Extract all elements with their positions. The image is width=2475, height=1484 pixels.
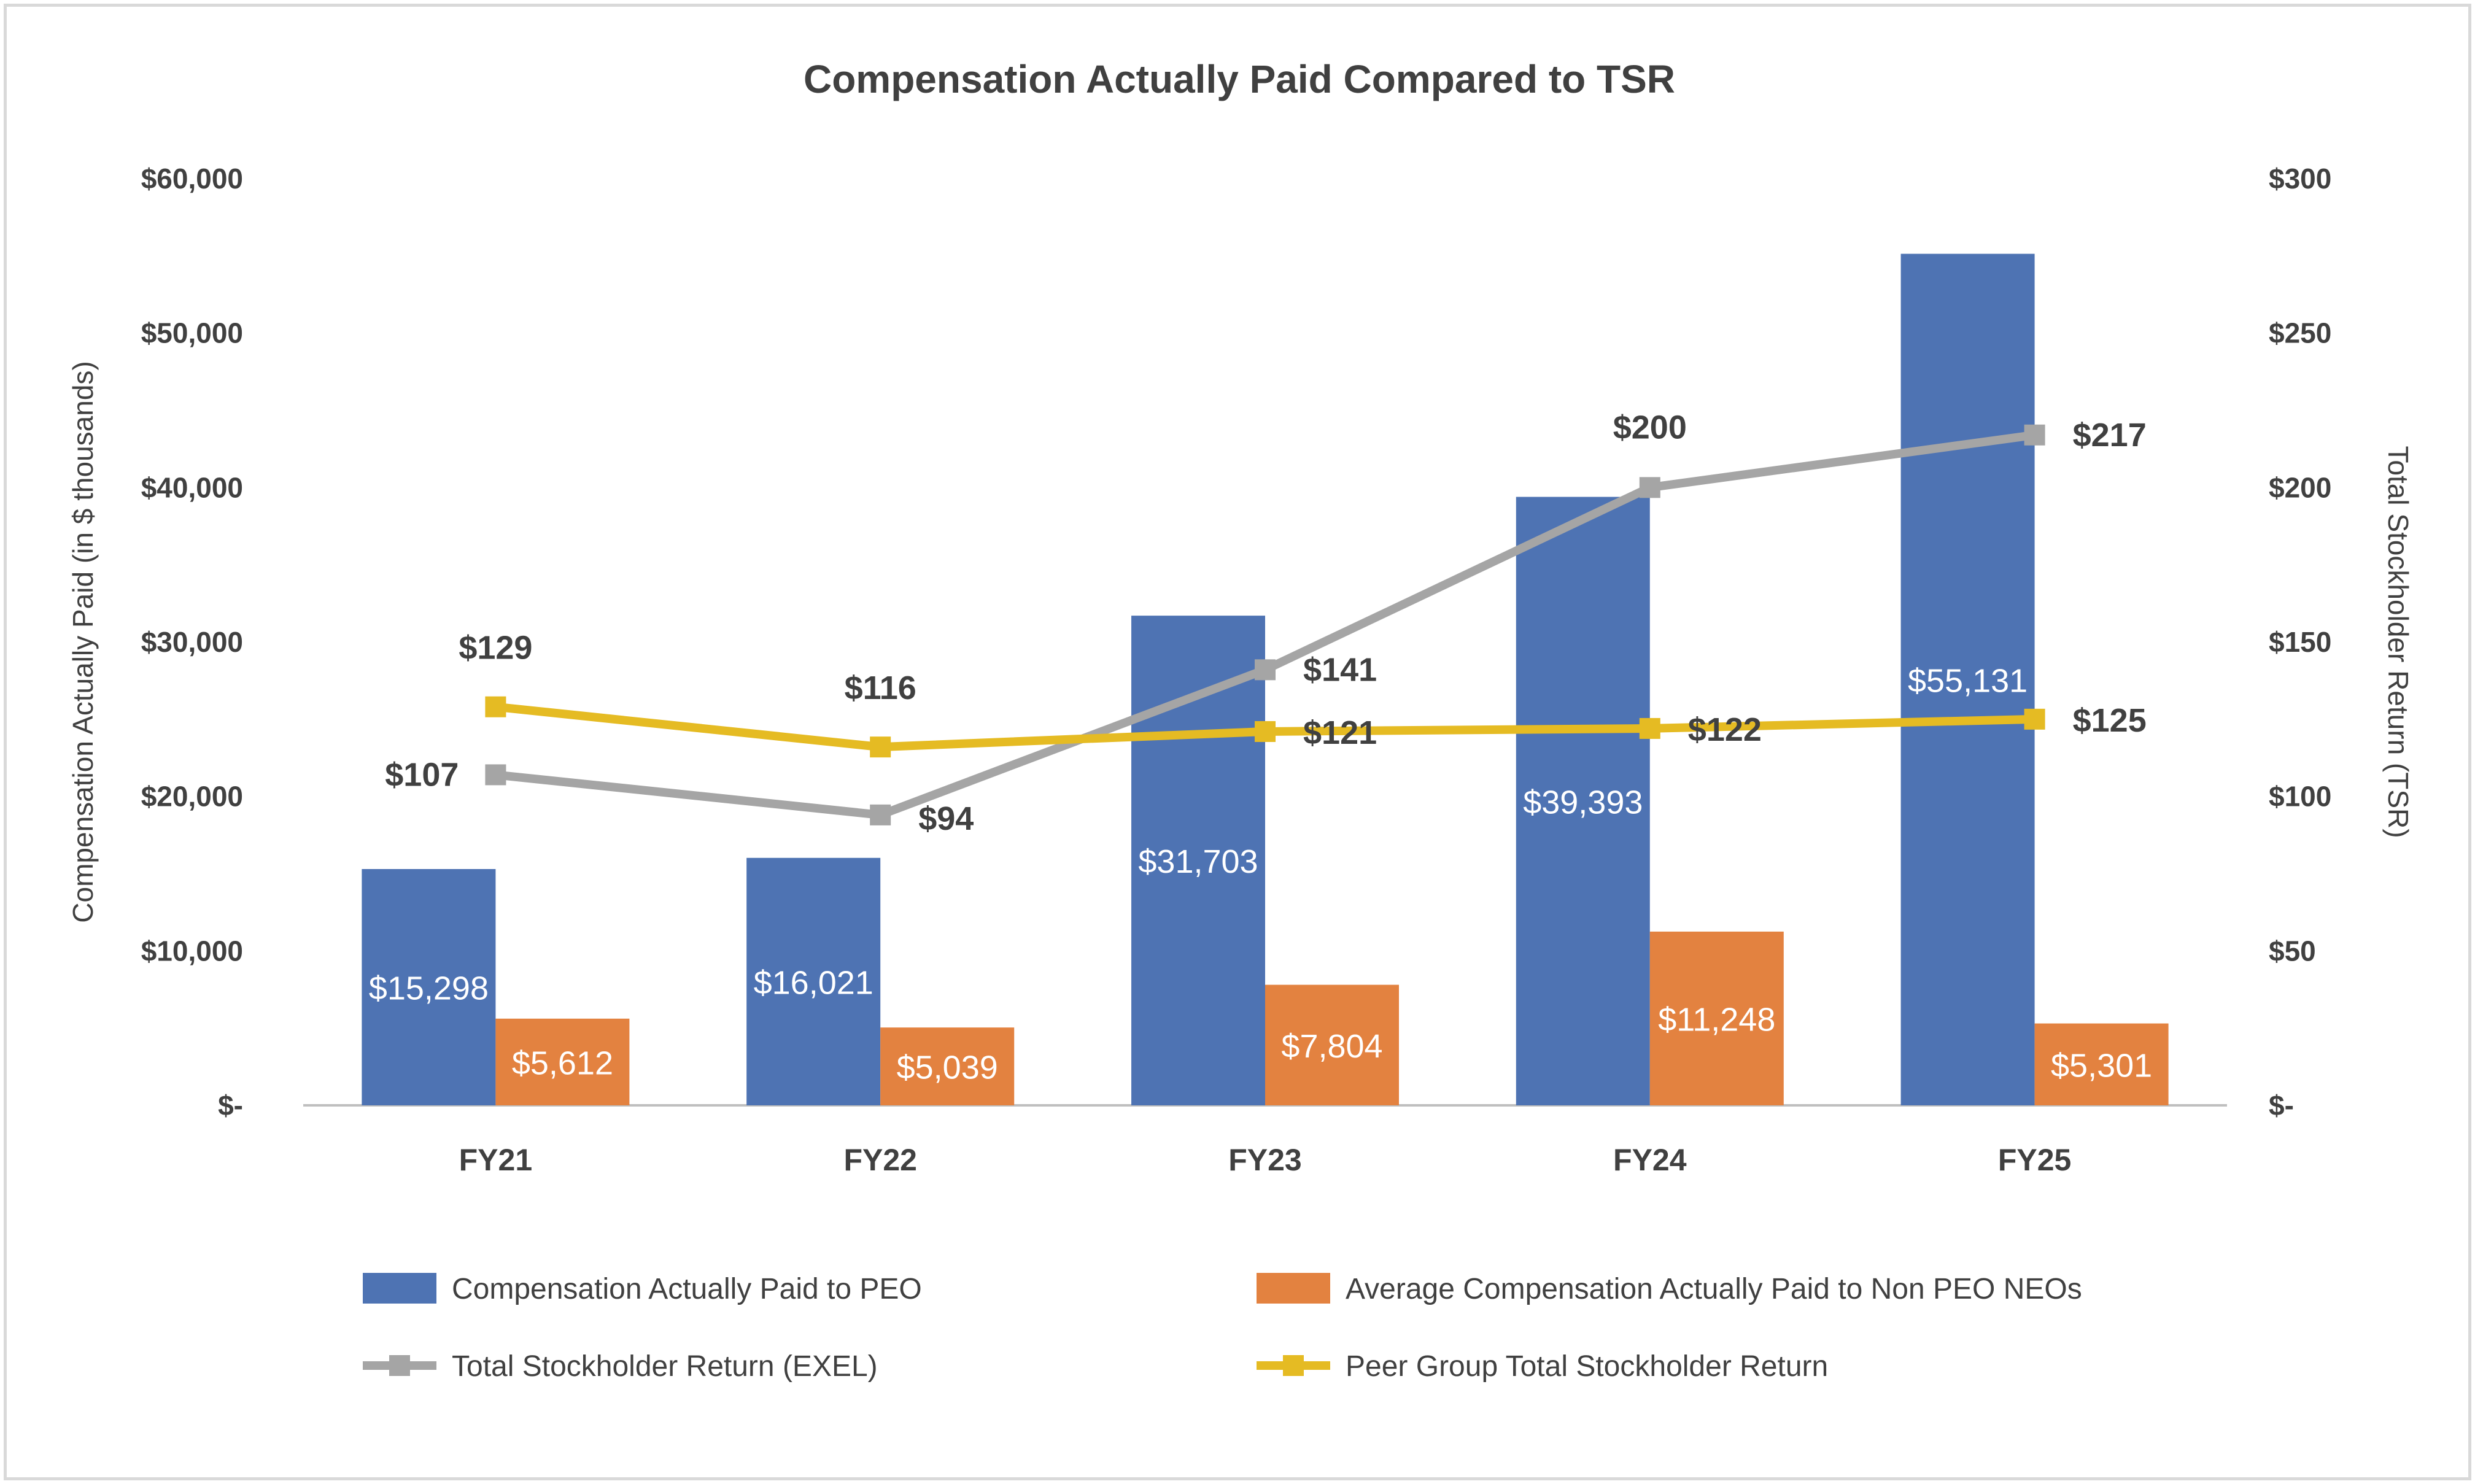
bar xyxy=(495,1018,630,1105)
y-left-tick-label: $50,000 xyxy=(141,317,243,349)
legend-swatch xyxy=(363,1273,436,1304)
series-point xyxy=(2024,424,2045,446)
series-point xyxy=(1255,721,1276,742)
series-point xyxy=(485,696,506,717)
bar xyxy=(1900,253,2035,1105)
y-right-tick-label: $- xyxy=(2269,1089,2294,1121)
series-point xyxy=(485,764,506,786)
y-right-tick-label: $300 xyxy=(2269,163,2331,195)
bar-data-label: $5,612 xyxy=(512,1045,613,1081)
line-data-label: $122 xyxy=(1688,711,1762,748)
line-data-label: $217 xyxy=(2073,417,2147,454)
legend-swatch xyxy=(1257,1273,1330,1304)
y-left-axis-title: Compensation Actually Paid (in $ thousan… xyxy=(67,361,99,922)
series-point xyxy=(870,804,891,825)
bar xyxy=(1649,931,1784,1105)
line-data-label: $129 xyxy=(459,630,532,667)
bar-data-label: $39,393 xyxy=(1523,784,1643,821)
series-point xyxy=(1639,477,1660,498)
bar-data-label: $15,298 xyxy=(369,970,489,1007)
bar xyxy=(1516,497,1650,1105)
chart-title: Compensation Actually Paid Compared to T… xyxy=(804,57,1675,101)
y-left-tick-label: $60,000 xyxy=(141,163,243,195)
x-tick-label: FY24 xyxy=(1613,1143,1687,1177)
bar xyxy=(2034,1023,2169,1105)
series-point xyxy=(870,736,891,758)
bar-data-label: $16,021 xyxy=(754,964,873,1001)
y-left-tick-label: $- xyxy=(218,1089,243,1121)
legend-marker xyxy=(1283,1355,1304,1376)
lines xyxy=(485,424,2045,825)
bar-data-label: $11,248 xyxy=(1658,1001,1775,1038)
series-point xyxy=(1639,717,1660,739)
bar xyxy=(746,857,881,1105)
bar-data-label: $5,039 xyxy=(897,1049,998,1086)
x-tick-label: FY25 xyxy=(1998,1143,2072,1177)
y-left-tick-label: $20,000 xyxy=(141,781,243,813)
chart: Compensation Actually Paid Compared to T… xyxy=(67,57,2414,1383)
bar-data-label: $5,301 xyxy=(2051,1047,2152,1084)
y-right-tick-label: $150 xyxy=(2269,626,2331,658)
legend-label: Peer Group Total Stockholder Return xyxy=(1346,1350,1828,1383)
y-right-tick-label: $200 xyxy=(2269,471,2331,503)
legend-marker xyxy=(389,1355,410,1376)
axes: $- $10,000 $20,000 $30,000 $40,000 $50,000 $60… xyxy=(67,163,2414,1177)
y-right-axis-title: Total Stockholder Return (TSR) xyxy=(2382,446,2414,838)
legend-label: Compensation Actually Paid to PEO xyxy=(452,1273,922,1305)
line-data-label: $125 xyxy=(2073,702,2147,739)
data-labels: $15,298 $16,021 $31,703 $39,393 $55,131 $5,61… xyxy=(369,409,2152,1086)
x-tick-label: FY21 xyxy=(459,1143,533,1177)
bar xyxy=(1265,984,1399,1105)
line-data-label: $94 xyxy=(918,800,974,837)
y-right-tick-label: $250 xyxy=(2269,317,2331,349)
y-right-tick-label: $100 xyxy=(2269,781,2331,813)
y-left-tick-label: $30,000 xyxy=(141,626,243,658)
series-point xyxy=(2024,708,2045,730)
line-data-label: $121 xyxy=(1303,714,1377,751)
line-data-label: $141 xyxy=(1303,651,1377,688)
line-data-label: $116 xyxy=(845,670,916,706)
bar-data-label: $31,703 xyxy=(1138,843,1258,880)
y-right-tick-label: $50 xyxy=(2269,935,2316,967)
y-left-tick-label: $40,000 xyxy=(141,471,243,503)
series-point xyxy=(1255,659,1276,681)
line-data-label: $107 xyxy=(385,756,459,793)
bar-data-label: $55,131 xyxy=(1908,662,2028,699)
bar xyxy=(362,869,496,1105)
legend-label: Average Compensation Actually Paid to No… xyxy=(1346,1273,2082,1305)
bar xyxy=(880,1027,1015,1105)
chart-frame: Compensation Actually Paid Compared to T… xyxy=(4,4,2471,1480)
legend-label: Total Stockholder Return (EXEL) xyxy=(452,1350,878,1383)
bars xyxy=(362,253,2169,1105)
legend: Compensation Actually Paid to PEO Average… xyxy=(363,1273,2082,1383)
x-tick-label: FY22 xyxy=(843,1143,917,1177)
x-tick-label: FY23 xyxy=(1228,1143,1302,1177)
bar-data-label: $7,804 xyxy=(1281,1028,1382,1065)
y-left-tick-label: $10,000 xyxy=(141,935,243,967)
line-data-label: $200 xyxy=(1613,409,1687,446)
